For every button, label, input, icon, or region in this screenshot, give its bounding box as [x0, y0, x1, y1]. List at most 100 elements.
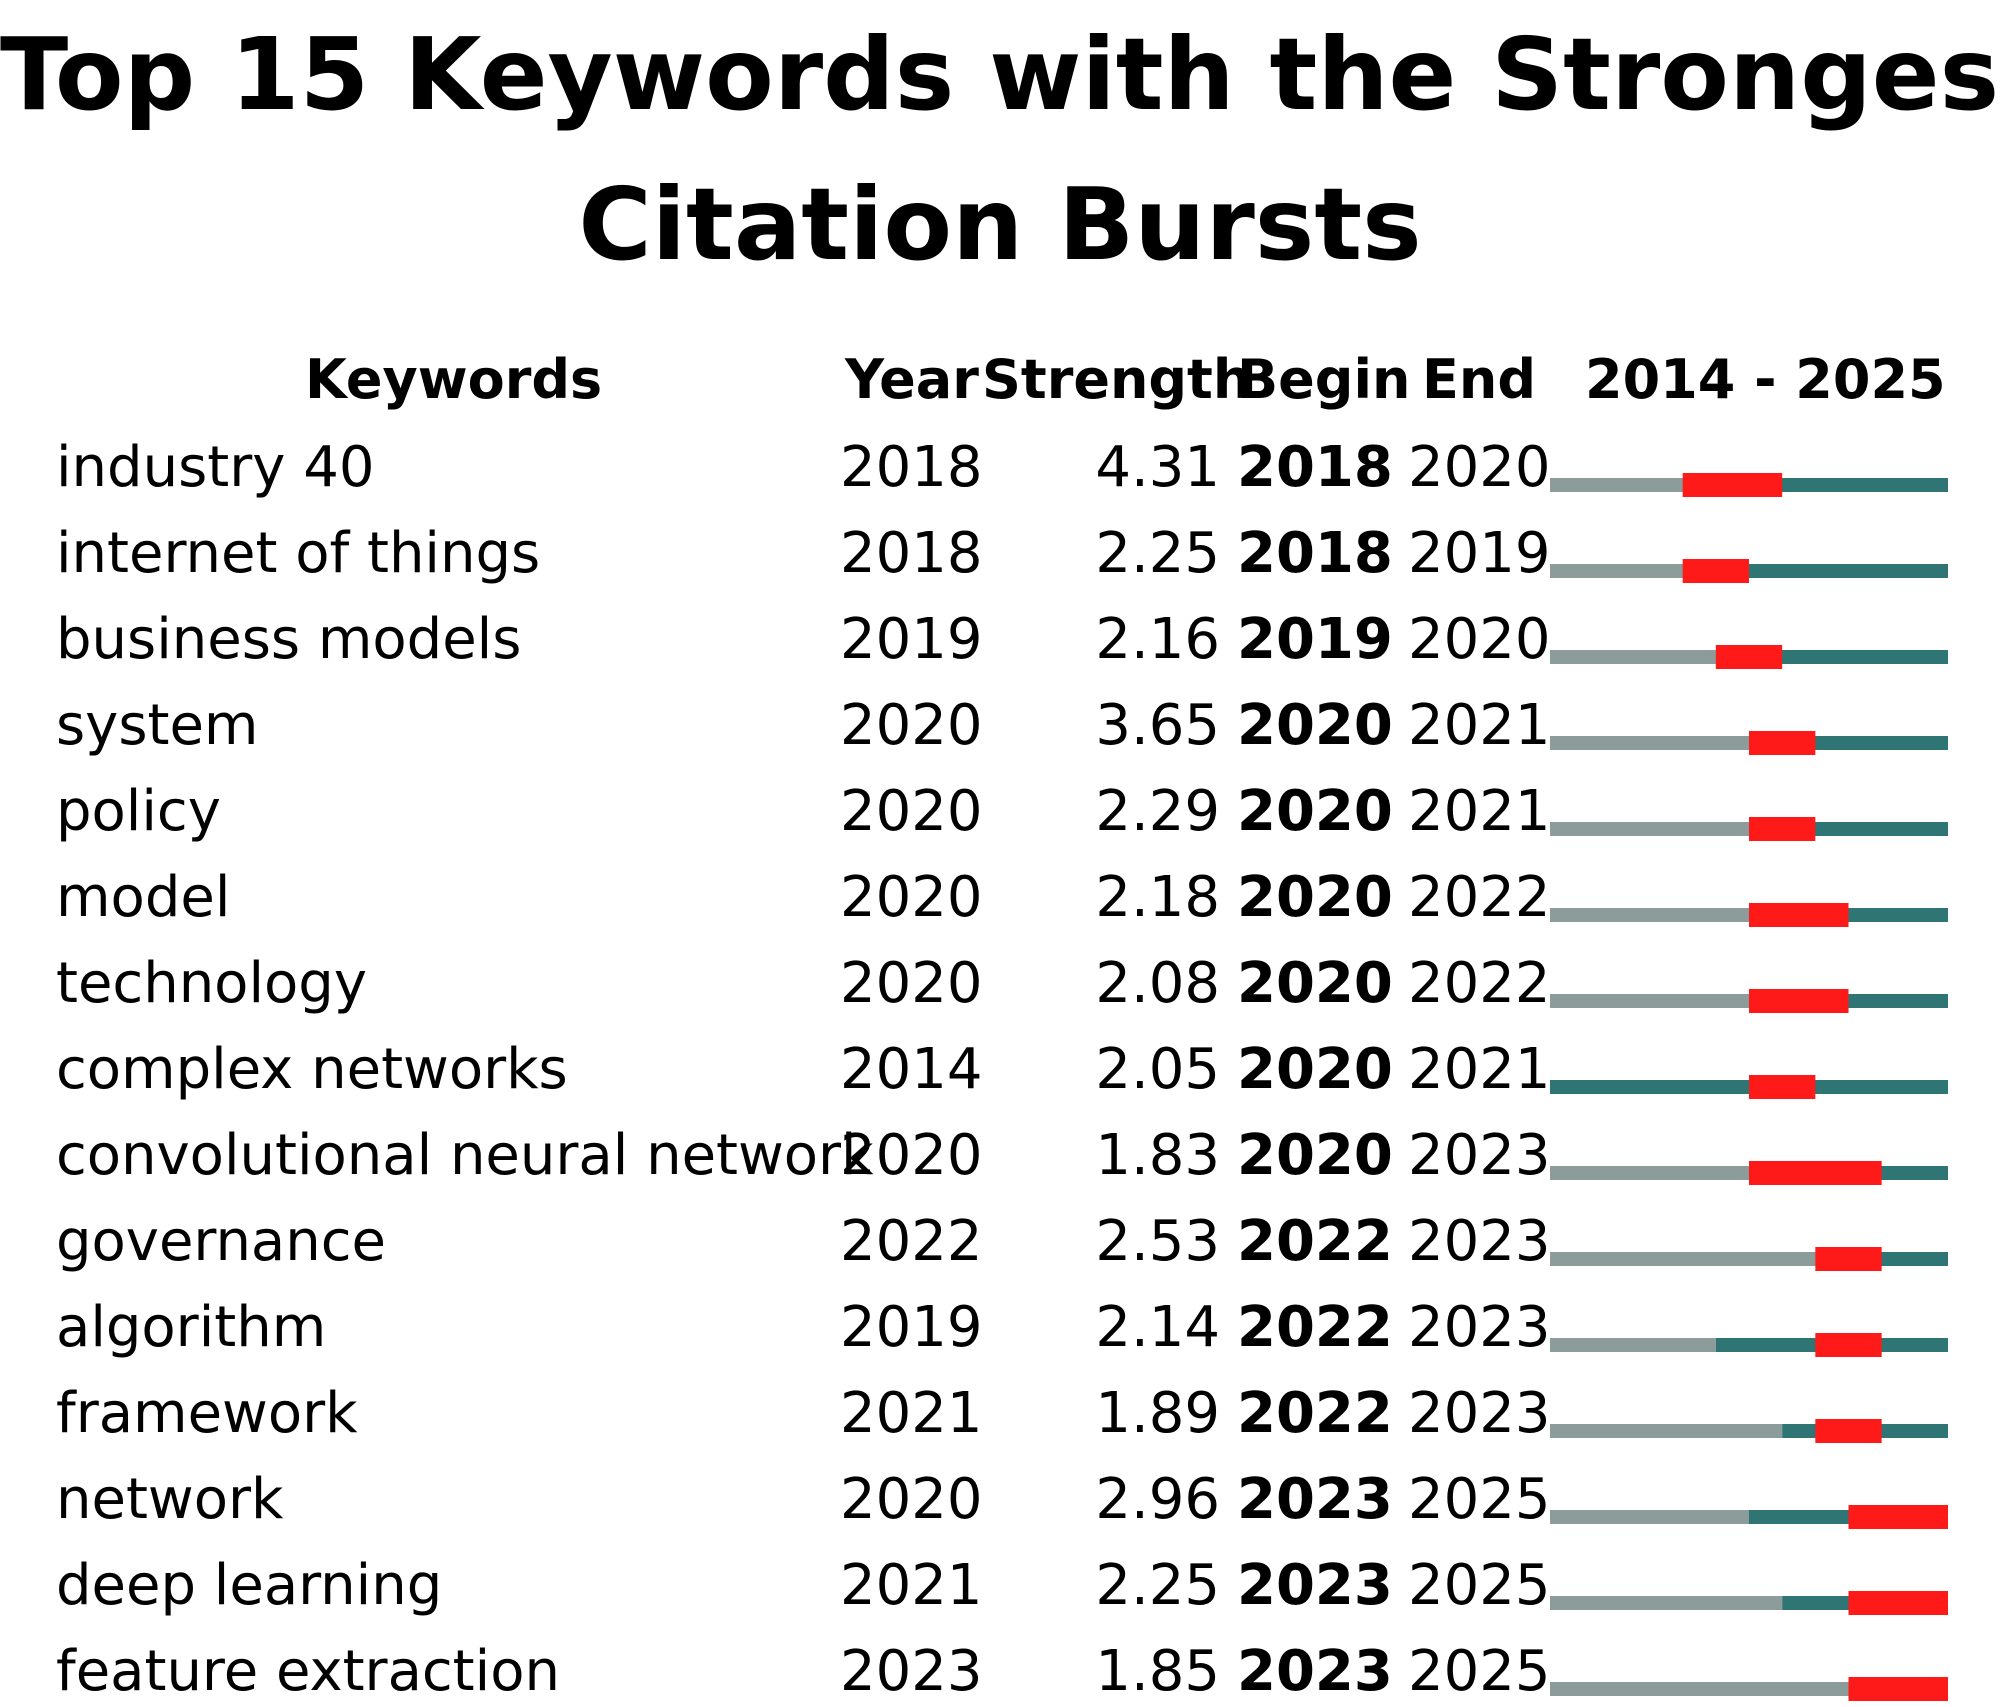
- row-strength: 1.85: [1095, 1639, 1220, 1704]
- row-begin: 2020: [1237, 779, 1393, 844]
- burst-bar: [1715, 645, 1783, 669]
- row-end: 2021: [1408, 779, 1551, 844]
- burst-bar: [1682, 473, 1783, 497]
- row-year: 2020: [840, 865, 983, 930]
- row-strength: 2.25: [1095, 521, 1220, 586]
- burst-bar: [1815, 1333, 1882, 1357]
- chart-title-line-1: Top 15 Keywords with the Strongest: [0, 16, 2000, 133]
- burst-bar: [1749, 817, 1816, 841]
- row-strength: 2.96: [1095, 1467, 1220, 1532]
- header-begin: Begin: [1237, 348, 1411, 411]
- row-end: 2021: [1408, 693, 1551, 758]
- row-year: 2022: [840, 1209, 983, 1274]
- row-end: 2025: [1408, 1553, 1551, 1618]
- burst-bar: [1749, 731, 1816, 755]
- burst-bar: [1848, 1591, 1948, 1615]
- timeline-before-segment: [1550, 1682, 1849, 1696]
- row-keyword: technology: [56, 951, 367, 1016]
- row-year: 2019: [840, 1295, 983, 1360]
- row-year: 2018: [840, 521, 983, 586]
- row-begin: 2022: [1237, 1381, 1393, 1446]
- row-keyword: model: [56, 865, 231, 930]
- row-end: 2023: [1408, 1123, 1551, 1188]
- row-end: 2020: [1408, 607, 1551, 672]
- row-year: 2020: [840, 779, 983, 844]
- row-keyword: policy: [56, 779, 221, 844]
- row-strength: 2.53: [1095, 1209, 1220, 1274]
- timeline-before-segment: [1550, 650, 1716, 664]
- row-strength: 2.25: [1095, 1553, 1220, 1618]
- row-year: 2021: [840, 1553, 983, 1618]
- row-begin: 2023: [1237, 1467, 1393, 1532]
- row-keyword: algorithm: [56, 1295, 327, 1360]
- timeline-before-segment: [1550, 1338, 1716, 1352]
- row-strength: 4.31: [1095, 435, 1220, 500]
- row-end: 2023: [1408, 1381, 1551, 1446]
- row-strength: 2.14: [1095, 1295, 1220, 1360]
- row-keyword: framework: [56, 1381, 358, 1446]
- row-begin: 2020: [1237, 951, 1393, 1016]
- timeline-before-segment: [1550, 908, 1749, 922]
- burst-bar: [1815, 1247, 1882, 1271]
- row-begin: 2020: [1237, 1037, 1393, 1102]
- row-keyword: industry 40: [56, 435, 375, 500]
- row-begin: 2020: [1237, 693, 1393, 758]
- row-strength: 2.08: [1095, 951, 1220, 1016]
- burst-bar: [1749, 989, 1849, 1013]
- row-begin: 2018: [1237, 435, 1393, 500]
- header-strength: Strength: [982, 348, 1252, 411]
- burst-bar: [1682, 559, 1749, 583]
- row-year: 2021: [840, 1381, 983, 1446]
- chart-title-line-2: Citation Bursts: [578, 166, 1422, 283]
- row-strength: 3.65: [1095, 693, 1220, 758]
- row-year: 2020: [840, 1467, 983, 1532]
- timeline-before-segment: [1550, 1510, 1749, 1524]
- header-end: End: [1422, 348, 1536, 411]
- burst-bar: [1848, 1505, 1948, 1529]
- burst-bar: [1848, 1677, 1948, 1701]
- timeline-before-segment: [1550, 736, 1749, 750]
- row-keyword: network: [56, 1467, 284, 1532]
- timeline-before-segment: [1550, 1596, 1783, 1610]
- row-end: 2020: [1408, 435, 1551, 500]
- row-strength: 1.89: [1095, 1381, 1220, 1446]
- row-strength: 2.18: [1095, 865, 1220, 930]
- burst-bar: [1749, 1161, 1882, 1185]
- row-strength: 2.05: [1095, 1037, 1220, 1102]
- timeline-before-segment: [1550, 994, 1749, 1008]
- timeline-before-segment: [1550, 478, 1683, 492]
- row-end: 2021: [1408, 1037, 1551, 1102]
- row-end: 2019: [1408, 521, 1551, 586]
- row-year: 2020: [840, 1123, 983, 1188]
- row-strength: 1.83: [1095, 1123, 1220, 1188]
- row-year: 2014: [840, 1037, 983, 1102]
- timeline-before-segment: [1550, 1252, 1816, 1266]
- chart-title: Top 15 Keywords with the Strongest Citat…: [0, 0, 2000, 300]
- row-begin: 2022: [1237, 1295, 1393, 1360]
- row-strength: 2.29: [1095, 779, 1220, 844]
- row-begin: 2020: [1237, 1123, 1393, 1188]
- row-year: 2019: [840, 607, 983, 672]
- header-keywords: Keywords: [305, 348, 603, 411]
- row-keyword: business models: [56, 607, 522, 672]
- row-keyword: feature extraction: [56, 1639, 560, 1704]
- row-begin: 2020: [1237, 865, 1393, 930]
- timeline-before-segment: [1550, 1424, 1783, 1438]
- burst-bar: [1749, 1075, 1816, 1099]
- row-keyword: complex networks: [56, 1037, 568, 1102]
- row-keyword: governance: [56, 1209, 386, 1274]
- row-end: 2025: [1408, 1639, 1551, 1704]
- header-year: Year: [845, 348, 979, 411]
- burst-bar: [1749, 903, 1849, 927]
- row-year: 2020: [840, 693, 983, 758]
- row-begin: 2023: [1237, 1553, 1393, 1618]
- burst-bar: [1815, 1419, 1882, 1443]
- row-year: 2023: [840, 1639, 983, 1704]
- row-begin: 2023: [1237, 1639, 1393, 1704]
- row-year: 2020: [840, 951, 983, 1016]
- row-keyword: system: [56, 693, 259, 758]
- row-keyword: internet of things: [56, 521, 541, 586]
- timeline-before-segment: [1550, 1166, 1749, 1180]
- row-begin: 2018: [1237, 521, 1393, 586]
- timeline-before-segment: [1550, 564, 1683, 578]
